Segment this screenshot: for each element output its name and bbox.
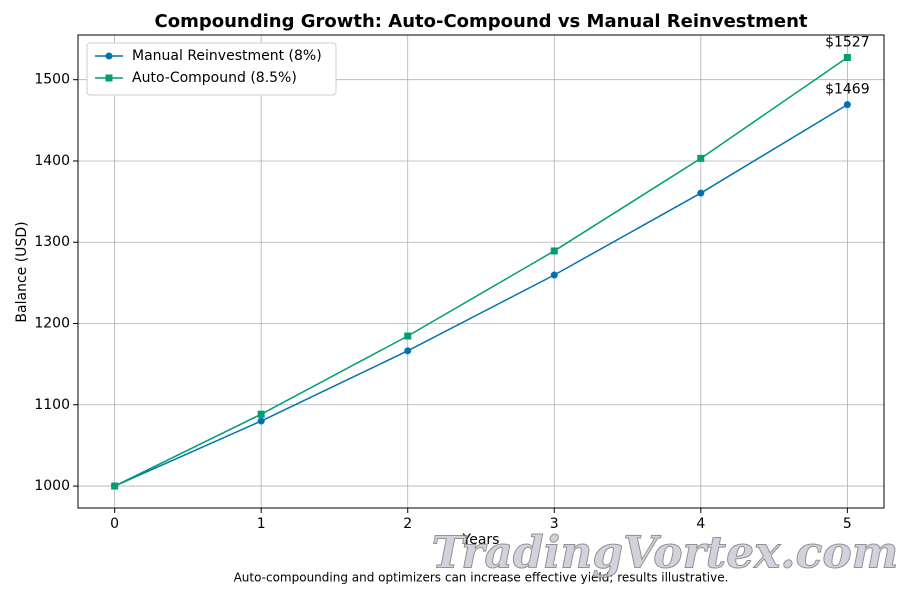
legend-marker [105,74,113,82]
x-tick-label: 2 [403,516,412,532]
y-tick-label: 1100 [34,397,70,413]
x-tick-label: 5 [843,516,852,532]
x-tick-label: 0 [110,516,119,532]
point [697,189,705,197]
value-label: $1469 [825,82,870,98]
y-tick-label: 1400 [34,153,70,169]
x-tick-label: 4 [696,516,705,532]
point [257,410,265,418]
point [550,247,558,255]
legend-box [86,42,337,96]
x-tick-label: 1 [257,516,266,532]
legend: Manual Reinvestment (8%) Auto-Compound (8… [86,42,337,96]
point [111,482,119,490]
chart-title: Compounding Growth: Auto-Compound vs Man… [155,11,808,32]
legend-label: Manual Reinvestment (8%) [132,48,322,64]
footnote: Auto-compounding and optimizers can incr… [234,571,729,585]
series-line [114,104,848,487]
value-label: $1527 [825,35,870,51]
x-tick-label: 3 [550,516,559,532]
y-tick-label: 1500 [34,72,70,88]
plot-frame [77,34,885,509]
point [550,271,558,279]
series-line [114,56,848,487]
watermark: TradingVortex.com [432,528,899,579]
y-tick-label: 1000 [34,478,70,494]
y-tick-label: 1200 [34,316,70,332]
point [843,101,851,109]
y-tick-label: 1300 [34,234,70,250]
x-axis-label: Years [462,532,500,548]
point [404,347,412,355]
legend-label: Auto-Compound (8.5%) [132,70,297,86]
point [697,154,705,162]
point [404,332,412,340]
y-axis-label: Balance (USD) [14,221,30,322]
point [257,417,265,425]
point [843,54,851,62]
legend-marker [105,52,113,60]
